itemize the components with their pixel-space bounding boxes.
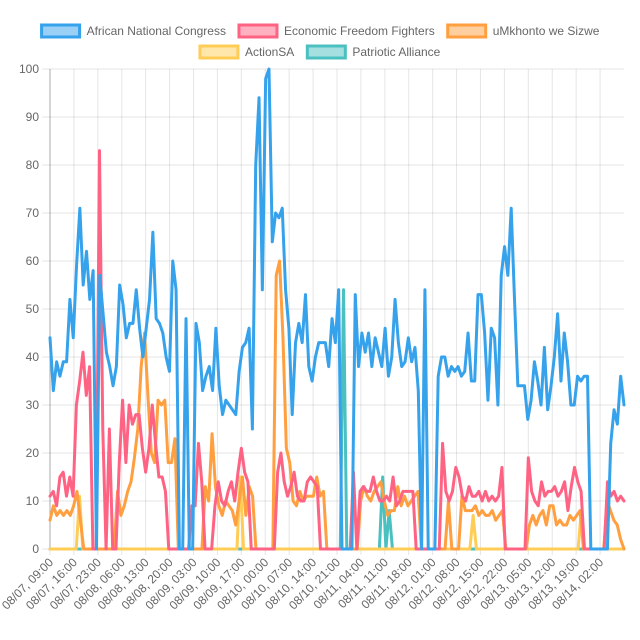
series-layer [48, 67, 626, 551]
legend-swatch [305, 44, 347, 60]
legend-item[interactable]: ActionSA [198, 44, 294, 60]
legend-label: ActionSA [245, 45, 294, 59]
legend-item[interactable]: Patriotic Alliance [305, 44, 441, 60]
y-tick-label: 50 [26, 302, 40, 316]
y-tick-label: 10 [26, 494, 40, 508]
y-axis: 0 10 20 30 40 50 60 70 80 90 100 [19, 62, 51, 556]
legend-item[interactable]: uMkhonto we Sizwe [446, 23, 600, 39]
legend-label: Economic Freedom Fighters [284, 24, 435, 38]
legend-swatch [198, 44, 240, 60]
y-tick-label: 40 [26, 350, 40, 364]
y-tick-label: 80 [26, 158, 40, 172]
legend-swatch [237, 23, 279, 39]
y-tick-label: 30 [26, 398, 40, 412]
legend-label: Patriotic Alliance [352, 45, 440, 59]
series-line [48, 67, 626, 551]
legend-label: uMkhonto we Sizwe [493, 24, 600, 38]
legend-item[interactable]: African National Congress [40, 23, 226, 39]
legend-item[interactable]: Economic Freedom Fighters [237, 23, 435, 39]
y-tick-label: 20 [26, 446, 40, 460]
legend: African National Congress Economic Freedo… [40, 23, 600, 60]
legend-swatch [446, 23, 488, 39]
y-tick-label: 70 [26, 206, 40, 220]
legend-label: African National Congress [87, 24, 226, 38]
y-tick-label: 100 [19, 62, 39, 76]
y-tick-label: 90 [26, 110, 40, 124]
legend-swatch [40, 23, 82, 39]
grid [42, 68, 624, 555]
y-tick-label: 0 [32, 542, 39, 556]
y-tick-label: 60 [26, 254, 40, 268]
series-line [48, 149, 626, 551]
